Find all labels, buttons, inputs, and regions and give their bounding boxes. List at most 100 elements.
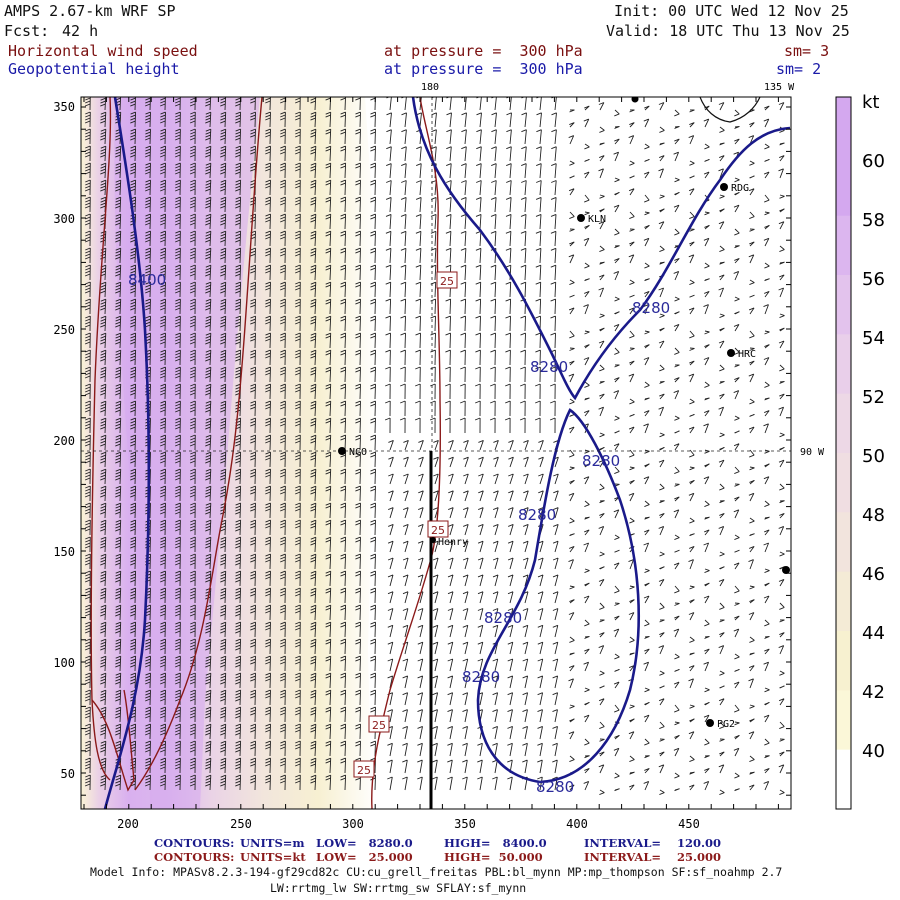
height-label: 8280 <box>462 668 500 686</box>
height-contour-8400 <box>103 97 151 809</box>
forecast-hour: 42 h <box>62 22 99 40</box>
x-tick-label: 300 <box>342 817 364 831</box>
x-tick-label: 250 <box>230 817 252 831</box>
contours-height-label: CONTOURS: <box>154 836 235 850</box>
speed-label: 25 <box>372 719 386 732</box>
forecast-label: Fcst: <box>4 22 50 40</box>
speed-label: 25 <box>431 524 445 537</box>
colorbar-label: 60 <box>862 151 885 172</box>
y-tick-label: 300 <box>53 212 75 226</box>
contours-speed-interval: INTERVAL= 25.000 <box>584 850 722 864</box>
colorbar-segment <box>836 97 851 157</box>
station-marker <box>727 349 735 357</box>
station-label: KLN <box>588 214 606 225</box>
level-height: at pressure = 300 hPa <box>384 60 583 78</box>
station-label: Henry <box>438 537 468 548</box>
speed-contour-loop <box>91 689 135 792</box>
model-info: Model Info: MPASv8.2.3-194-gf29cd82c CU:… <box>90 865 783 879</box>
height-contour-8280-low <box>476 408 640 784</box>
colorbar-segment <box>836 215 851 276</box>
colorbar-segment <box>836 453 851 513</box>
y-tick-label: 100 <box>53 656 75 670</box>
colorbar-label: 50 <box>862 446 885 467</box>
y-tick-label: 150 <box>53 545 75 559</box>
height-label: 8280 <box>530 358 568 376</box>
colorbar-label: 58 <box>862 210 885 231</box>
y-tick-label: 50 <box>61 767 75 781</box>
init-time: Init: 00 UTC Wed 12 Nov 25 <box>614 2 849 20</box>
station-marker <box>720 183 728 191</box>
field-geopotential: Geopotential height <box>8 60 180 78</box>
height-label: 8280 <box>632 299 670 317</box>
colorbar-segment <box>836 334 851 395</box>
colorbar-label: 40 <box>862 741 885 762</box>
contours-height-interval: INTERVAL= 120.00 <box>584 836 722 850</box>
colorbar-segment <box>836 393 851 454</box>
height-contour-8280-north <box>411 97 791 401</box>
model-title: AMPS 2.67-km WRF SP <box>4 2 176 20</box>
speed-contour-west <box>90 97 112 781</box>
colorbar-frame <box>835 96 852 810</box>
contours-speed-units: UNITS=kt <box>240 850 306 864</box>
lon-label: 135 W <box>764 82 795 93</box>
y-tick-label: 250 <box>53 323 75 337</box>
colorbar-label: 42 <box>862 682 885 703</box>
colorbar-segment <box>836 749 851 810</box>
speed-contour-25kt <box>371 97 442 809</box>
speed-contour-jet-edge <box>134 97 263 791</box>
speed-label: 25 <box>440 275 454 288</box>
station-marker <box>338 447 346 455</box>
x-tick-label: 200 <box>117 817 139 831</box>
smoothing-wind: sm= 3 <box>784 42 830 60</box>
colorbar-unit: kt <box>862 92 879 113</box>
height-label: 8400 <box>128 271 166 289</box>
plot-frame <box>80 96 792 810</box>
station-marker <box>430 537 436 543</box>
speed-label: 25 <box>357 764 371 777</box>
contours-speed-high: HIGH= 50.000 <box>444 850 543 864</box>
colorbar-segment <box>836 631 851 691</box>
colorbar-label: 52 <box>862 387 885 408</box>
contours-speed-low: LOW= 25.000 <box>316 850 413 864</box>
station-marker <box>631 97 639 103</box>
height-label: 8280 <box>536 778 574 796</box>
colorbar-segment <box>836 156 851 217</box>
colorbar-label: 46 <box>862 564 885 585</box>
height-label: 8280 <box>518 506 556 524</box>
lon-label: 90 W <box>800 447 825 458</box>
smoothing-height: sm= 2 <box>776 60 822 78</box>
station-label: PG2 <box>717 719 735 730</box>
contours-height-low: LOW= 8280.0 <box>316 836 413 850</box>
colorbar-segment <box>836 512 851 573</box>
contours-height-high: HIGH= 8400.0 <box>444 836 547 850</box>
station-label: RDG <box>731 183 749 194</box>
station-label: HRC <box>738 349 756 360</box>
contours-height-units: UNITS=m <box>240 836 305 850</box>
coastline <box>699 97 761 123</box>
level-wind: at pressure = 300 hPa <box>384 42 583 60</box>
colorbar-segment <box>836 275 851 335</box>
colorbar-label: 48 <box>862 505 885 526</box>
y-tick-label: 350 <box>53 100 75 114</box>
colorbar-label: 44 <box>862 623 885 644</box>
height-label: 8280 <box>484 609 522 627</box>
contours-speed-label: CONTOURS: <box>154 850 235 864</box>
station-label: NCO <box>349 447 367 458</box>
station-marker <box>577 214 585 222</box>
station-marker <box>782 566 790 574</box>
valid-time: Valid: 18 UTC Thu 13 Nov 25 <box>606 22 850 40</box>
colorbar <box>836 97 851 810</box>
station-marker <box>706 719 714 727</box>
colorbar-segment <box>836 571 851 632</box>
colorbar-segment <box>836 690 851 751</box>
y-tick-label: 200 <box>53 434 75 448</box>
x-tick-label: 450 <box>678 817 700 831</box>
height-label: 8280 <box>582 452 620 470</box>
lon-label: 180 <box>421 82 439 93</box>
colorbar-label: 56 <box>862 269 885 290</box>
field-wind-speed: Horizontal wind speed <box>8 42 198 60</box>
x-tick-label: 400 <box>566 817 588 831</box>
colorbar-label: 54 <box>862 328 885 349</box>
x-tick-label: 350 <box>454 817 476 831</box>
